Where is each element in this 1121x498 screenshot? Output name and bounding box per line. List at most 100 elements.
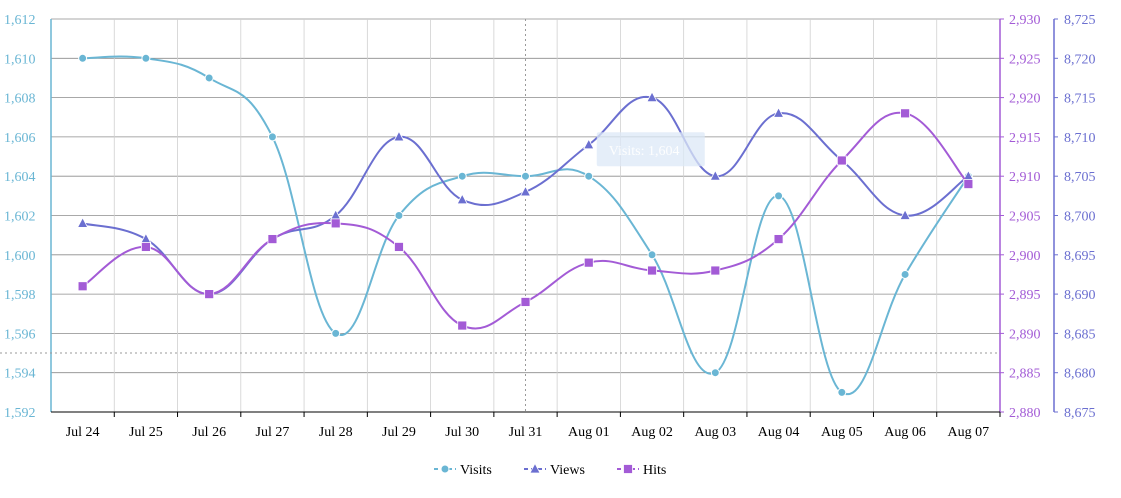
hits-point (900, 108, 910, 119)
hits-point (836, 155, 847, 166)
visits-point (141, 53, 151, 63)
left-axis-tick-label: 1,602 (4, 210, 36, 225)
legend-item-hits[interactable]: Hits (617, 463, 666, 478)
views-point (76, 217, 89, 228)
views-point (519, 185, 532, 197)
visits-point (837, 387, 847, 397)
right-axis-tick-label: 8,695 (1064, 249, 1096, 264)
hits-point (583, 257, 594, 268)
x-axis-tick-label: Jul 31 (509, 425, 543, 440)
views-point (772, 106, 785, 118)
x-axis-tick-label: Jul 29 (382, 425, 416, 440)
right-axis-tick-label: 8,720 (1064, 52, 1096, 67)
views-point (646, 91, 658, 102)
hits-point (963, 179, 974, 189)
tooltip-text: Visits: 1,604 (609, 144, 680, 159)
hits-point (140, 242, 151, 252)
left-axis-tick-label: 1,610 (4, 52, 36, 67)
visits-point (647, 250, 657, 260)
mid-axis-tick-label: 2,890 (1009, 327, 1041, 342)
views-point (899, 209, 911, 220)
x-axis-tick-label: Aug 06 (884, 425, 926, 440)
left-axis-tick-label: 1,596 (4, 327, 36, 342)
x-axis-tick-label: Jul 25 (129, 425, 163, 440)
hits-point (773, 234, 784, 244)
visits-point (710, 368, 720, 378)
x-axis-tick-label: Aug 04 (758, 425, 800, 440)
legend-item-views[interactable]: Views (524, 462, 585, 478)
visits-point (204, 73, 214, 83)
left-axis-tick-label: 1,592 (4, 406, 36, 421)
x-axis-tick-label: Jul 27 (256, 425, 290, 440)
views-point (583, 138, 595, 150)
right-axis-tick-label: 8,700 (1064, 210, 1096, 225)
tooltip-box (596, 132, 705, 167)
right-axis-tick-label: 8,690 (1064, 288, 1096, 303)
hits-point (394, 242, 404, 252)
x-axis-tick-label: Aug 03 (694, 425, 736, 440)
legend[interactable]: Visits Views Hits (434, 462, 666, 478)
mid-axis-tick-label: 2,930 (1009, 13, 1041, 28)
legend-marker-hits (623, 464, 633, 474)
hits-point (204, 289, 215, 300)
left-axis-tick-label: 1,608 (4, 92, 36, 107)
left-axis-tick-label: 1,598 (4, 288, 36, 303)
views-point (709, 169, 721, 181)
visits-point (584, 171, 594, 181)
x-axis-tick-label: Aug 01 (568, 425, 610, 440)
hits-point (710, 265, 721, 276)
hits-point (520, 297, 531, 307)
right-axis-tick-label: 8,675 (1064, 406, 1096, 421)
views-point (456, 193, 468, 205)
right-axis-tick-label: 8,710 (1064, 131, 1096, 146)
legend-label-hits: Hits (643, 463, 666, 478)
hits-point (330, 218, 341, 229)
series-layer (76, 53, 975, 397)
visits-series (78, 53, 973, 397)
legend-item-visits[interactable]: Visits (434, 463, 492, 478)
mid-axis-tick-label: 2,880 (1009, 406, 1041, 421)
visits-point (331, 328, 341, 338)
hits-point (77, 281, 88, 292)
legend-marker-views (529, 462, 541, 474)
hits-series (77, 108, 974, 331)
right-axis-tick-label: 8,715 (1064, 92, 1096, 107)
hits-point (647, 265, 657, 276)
visits-point (78, 53, 88, 63)
visits-line (82, 55, 970, 396)
mid-axis-tick-label: 2,910 (1009, 170, 1041, 185)
right-axis-tick-label: 8,680 (1064, 367, 1096, 382)
left-axis-tick-label: 1,604 (4, 170, 36, 185)
left-axis-tick-label: 1,600 (4, 249, 36, 264)
left-axis-tick-label: 1,594 (4, 367, 36, 382)
mid-axis-tick-label: 2,920 (1009, 92, 1041, 107)
legend-label-visits: Visits (460, 463, 492, 478)
visits-point (394, 211, 404, 220)
x-axis-tick-label: Aug 05 (821, 425, 863, 440)
legend-label-views: Views (550, 463, 585, 478)
visits-point (457, 171, 467, 181)
mid-axis-tick-label: 2,900 (1009, 249, 1041, 264)
crosshair (0, 19, 1000, 412)
visits-point (900, 269, 910, 279)
hits-point (267, 234, 278, 244)
left-axis-tick-label: 1,612 (4, 13, 36, 28)
visits-point (267, 132, 277, 142)
mid-axis-tick-label: 2,905 (1009, 210, 1041, 225)
mid-axis-tick-label: 2,925 (1009, 52, 1041, 67)
x-axis-tick-label: Jul 28 (319, 425, 353, 440)
x-axis-tick-label: Jul 26 (192, 425, 226, 440)
x-axis-tick-label: Jul 30 (445, 425, 479, 440)
visits-point (521, 171, 530, 181)
views-point (393, 130, 405, 142)
tooltip: Visits: 1,604 (596, 132, 705, 167)
legend-marker-visits (440, 464, 450, 474)
axes: 1,592 1,594 1,596 1,598 1,600 1,602 1,604 1,606… (4, 13, 1096, 440)
views-series (76, 91, 975, 299)
x-axis-tick-label: Aug 07 (948, 425, 990, 440)
right-axis-tick-label: 8,725 (1064, 13, 1096, 28)
x-axis-tick-label: Aug 02 (631, 425, 673, 440)
left-axis-tick-label: 1,606 (4, 131, 36, 146)
mid-axis-tick-label: 2,885 (1009, 367, 1041, 382)
